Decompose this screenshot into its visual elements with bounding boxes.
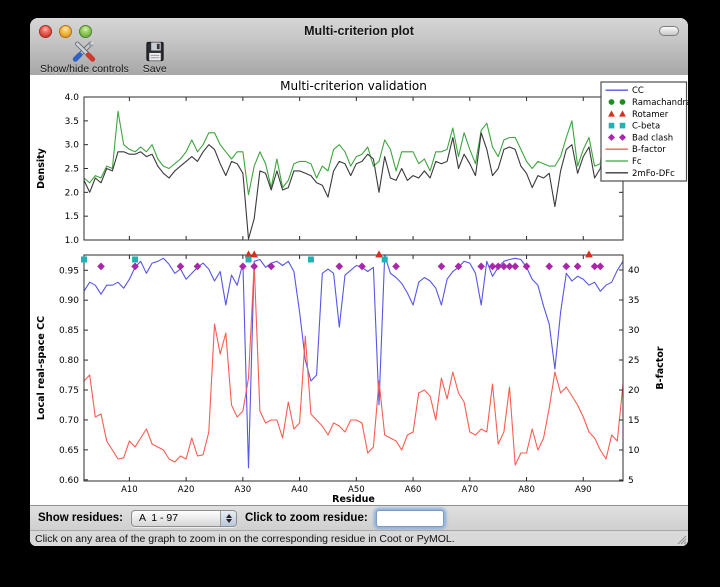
x-tick-label: A60 (405, 485, 422, 495)
popup-stepper-icon (220, 510, 236, 526)
x-tick-label: A20 (178, 485, 195, 495)
y-tick-label: 3.5 (65, 117, 79, 127)
legend-label: Bad clash (632, 133, 673, 143)
x-tick-label: A70 (461, 485, 478, 495)
series-Fc (84, 110, 623, 196)
markers-Rotamer (244, 250, 593, 258)
y-tick-label: 0.90 (59, 296, 79, 306)
y-tick-label-right: 30 (628, 326, 640, 336)
y-tick-label: 4.0 (65, 93, 80, 103)
series-2mFo-DFc (84, 129, 623, 240)
save-button[interactable]: Save (139, 40, 171, 75)
y-tick-label: 0.65 (59, 446, 79, 456)
status-bar: Click on any area of the graph to zoom i… (30, 530, 688, 546)
toolbar-button-label: Show/hide controls (40, 63, 129, 75)
toolbar-toggle-button[interactable] (659, 26, 679, 36)
legend-label: Ramachandran (632, 98, 688, 108)
chain-range-value: A 1 - 97 (139, 512, 179, 524)
y-tick-label-right: 5 (628, 476, 634, 486)
y-tick-label: 0.70 (59, 416, 79, 426)
legend-label: CC (632, 86, 644, 96)
y-axis-title: Local real-space CC (36, 316, 47, 420)
y-tick-label: 0.60 (59, 476, 79, 486)
zoom-residue-input[interactable] (375, 509, 444, 527)
y-tick-label-right: 15 (628, 416, 639, 426)
x-tick-label: A90 (575, 485, 592, 495)
chain-range-select[interactable]: A 1 - 97 (131, 509, 237, 527)
titlebar[interactable]: Multi-criterion plot (30, 18, 688, 44)
y-tick-label: 0.80 (59, 356, 79, 366)
y-tick-label: 3.0 (65, 141, 80, 151)
chart-title: Multi-criterion validation (280, 79, 427, 93)
legend-label: B-factor (632, 145, 666, 155)
close-button[interactable] (39, 25, 52, 38)
zoom-window-button[interactable] (79, 25, 92, 38)
y-tick-label-right: 25 (628, 356, 639, 366)
y-tick-label: 2.0 (65, 188, 80, 198)
y-tick-label: 0.85 (59, 326, 79, 336)
zoom-residue-label: Click to zoom residue: (245, 512, 368, 524)
x-tick-label: A50 (348, 485, 365, 495)
series-B-factor (84, 263, 623, 466)
app-window: Multi-criterion plot (30, 18, 688, 546)
markers-C-beta (81, 256, 388, 263)
legend-label: Rotamer (632, 110, 669, 120)
x-tick-label: A80 (518, 485, 535, 495)
y-tick-label-right: 35 (628, 296, 639, 306)
legend-label: Fc (632, 157, 642, 167)
tools-icon (73, 41, 96, 62)
window-title: Multi-criterion plot (304, 24, 414, 38)
status-text: Click on any area of the graph to zoom i… (35, 532, 455, 545)
multi-criterion-chart: 1.0 1.5 2.0 2.5 3.0 3.5 4.0 Density A10 A20 A30 A40… (30, 75, 688, 505)
y-tick-label: 0.95 (59, 266, 79, 276)
show-hide-controls-button[interactable]: Show/hide controls (36, 40, 133, 75)
y-tick-label: 1.0 (65, 236, 80, 246)
control-bar: Show residues: A 1 - 97 Click to zoom re… (30, 505, 688, 530)
plot-canvas[interactable]: 1.0 1.5 2.0 2.5 3.0 3.5 4.0 Density A10 A20 A30 A40… (30, 75, 688, 505)
x-tick-label: A30 (235, 485, 252, 495)
window-chrome: Multi-criterion plot (30, 18, 688, 76)
x-tick-label: A10 (121, 485, 138, 495)
y-tick-label-right: 20 (628, 386, 640, 396)
x-axis-title: Residue (332, 494, 375, 505)
y-axis-title-right: B-factor (655, 346, 666, 389)
y-tick-label-right: 40 (628, 266, 640, 276)
toolbar-button-label: Save (142, 63, 167, 75)
y-tick-label: 1.5 (65, 212, 79, 222)
toolbar: Show/hide controls Save (30, 41, 688, 75)
legend-label: 2mFo-DFc (632, 169, 675, 179)
y-axis-title: Density (36, 147, 47, 189)
x-tick-label: A40 (291, 485, 308, 495)
y-tick-label: 2.5 (65, 165, 79, 175)
minimize-button[interactable] (59, 25, 72, 38)
legend-label: C-beta (632, 122, 660, 132)
resize-grip[interactable] (675, 533, 687, 545)
y-tick-label-right: 10 (628, 446, 640, 456)
show-residues-label: Show residues: (38, 512, 123, 524)
series-CC (84, 255, 623, 469)
save-icon (146, 41, 164, 62)
y-tick-label: 0.75 (59, 386, 79, 396)
